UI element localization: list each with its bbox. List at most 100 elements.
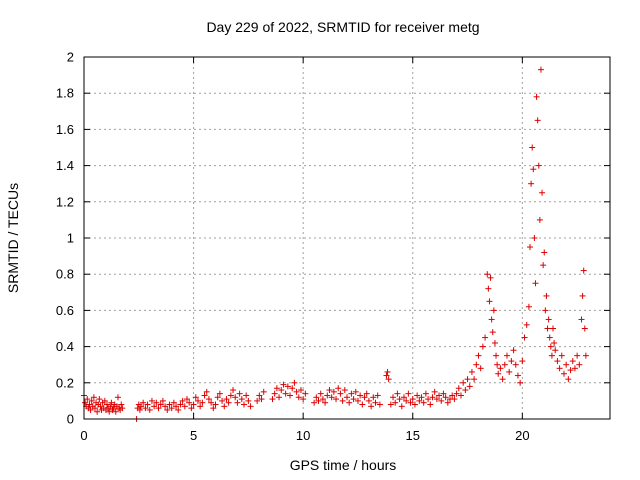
data-point bbox=[394, 390, 401, 397]
data-point bbox=[84, 396, 91, 403]
data-point bbox=[363, 390, 370, 397]
data-point bbox=[503, 352, 510, 359]
data-point bbox=[90, 394, 97, 401]
data-point bbox=[295, 394, 302, 401]
data-point bbox=[479, 343, 486, 350]
data-point bbox=[387, 401, 394, 408]
data-point bbox=[260, 388, 267, 395]
data-point bbox=[579, 292, 586, 299]
data-point bbox=[547, 343, 554, 350]
data-point bbox=[96, 396, 103, 403]
data-point bbox=[142, 405, 149, 412]
data-point bbox=[168, 405, 175, 412]
data-point bbox=[112, 408, 119, 415]
data-point bbox=[188, 405, 195, 412]
data-point bbox=[449, 392, 456, 399]
data-point bbox=[462, 387, 469, 394]
tick-layer: 00.20.40.60.811.21.41.61.820 5 10 15 20 bbox=[56, 50, 610, 443]
data-point bbox=[431, 388, 438, 395]
plot-frame bbox=[83, 56, 611, 420]
data-point bbox=[140, 399, 147, 406]
data-point bbox=[136, 406, 143, 413]
data-point bbox=[488, 316, 495, 323]
data-point bbox=[291, 379, 298, 386]
data-point bbox=[374, 392, 381, 399]
data-point bbox=[473, 361, 480, 368]
data-point bbox=[582, 352, 589, 359]
data-point bbox=[416, 397, 423, 404]
data-point bbox=[494, 361, 501, 368]
data-point bbox=[214, 394, 221, 401]
data-point bbox=[506, 368, 513, 375]
data-point bbox=[219, 397, 226, 404]
data-point bbox=[554, 358, 561, 365]
data-point bbox=[313, 394, 320, 401]
data-point bbox=[383, 372, 390, 379]
data-point bbox=[580, 267, 587, 274]
data-point bbox=[556, 365, 563, 372]
data-point bbox=[194, 397, 201, 404]
data-point bbox=[114, 394, 121, 401]
data-point bbox=[282, 390, 289, 397]
data-point bbox=[565, 376, 572, 383]
data-point bbox=[197, 403, 204, 410]
data-point bbox=[97, 403, 104, 410]
data-point bbox=[457, 392, 464, 399]
data-point bbox=[104, 401, 111, 408]
data-point bbox=[175, 406, 182, 413]
data-point bbox=[365, 397, 372, 404]
data-point bbox=[440, 390, 447, 397]
data-point bbox=[544, 325, 551, 332]
data-point bbox=[184, 396, 191, 403]
y-tick-label: 0 bbox=[67, 412, 74, 427]
data-point bbox=[517, 379, 524, 386]
grid-layer bbox=[84, 57, 610, 419]
y-tick-label: 1.4 bbox=[56, 158, 74, 173]
data-point bbox=[370, 394, 377, 401]
data-point bbox=[563, 361, 570, 368]
data-point bbox=[234, 399, 241, 406]
data-point bbox=[407, 399, 414, 406]
data-point bbox=[398, 403, 405, 410]
data-point bbox=[258, 396, 265, 403]
data-point bbox=[151, 403, 158, 410]
data-point bbox=[357, 392, 364, 399]
data-point bbox=[146, 406, 153, 413]
data-point bbox=[514, 372, 521, 379]
data-point bbox=[409, 396, 416, 403]
data-point bbox=[221, 403, 228, 410]
data-point bbox=[208, 399, 215, 406]
data-point bbox=[411, 401, 418, 408]
data-point bbox=[236, 390, 243, 397]
data-point bbox=[535, 162, 542, 169]
data-point bbox=[230, 387, 237, 394]
data-point bbox=[540, 262, 547, 269]
data-point bbox=[225, 399, 232, 406]
data-point bbox=[574, 352, 581, 359]
data-point bbox=[490, 307, 497, 314]
data-point bbox=[302, 390, 309, 397]
data-point bbox=[543, 292, 550, 299]
data-point bbox=[420, 399, 427, 406]
data-point bbox=[530, 166, 537, 173]
data-point bbox=[159, 397, 166, 404]
data-point bbox=[245, 397, 252, 404]
data-point bbox=[384, 368, 391, 375]
data-point bbox=[243, 392, 250, 399]
data-point bbox=[489, 329, 496, 336]
data-point bbox=[569, 358, 576, 365]
data-point bbox=[153, 399, 160, 406]
data-point bbox=[396, 396, 403, 403]
data-point bbox=[119, 405, 126, 412]
y-tick-label: 1.2 bbox=[56, 194, 74, 209]
data-point bbox=[499, 376, 506, 383]
data-point bbox=[429, 394, 436, 401]
data-point bbox=[164, 406, 171, 413]
data-point bbox=[560, 370, 567, 377]
y-tick-label: 2 bbox=[67, 50, 74, 65]
data-point bbox=[106, 408, 113, 415]
data-point bbox=[87, 406, 94, 413]
data-point bbox=[414, 392, 421, 399]
data-point bbox=[528, 180, 535, 187]
data-point bbox=[390, 394, 397, 401]
